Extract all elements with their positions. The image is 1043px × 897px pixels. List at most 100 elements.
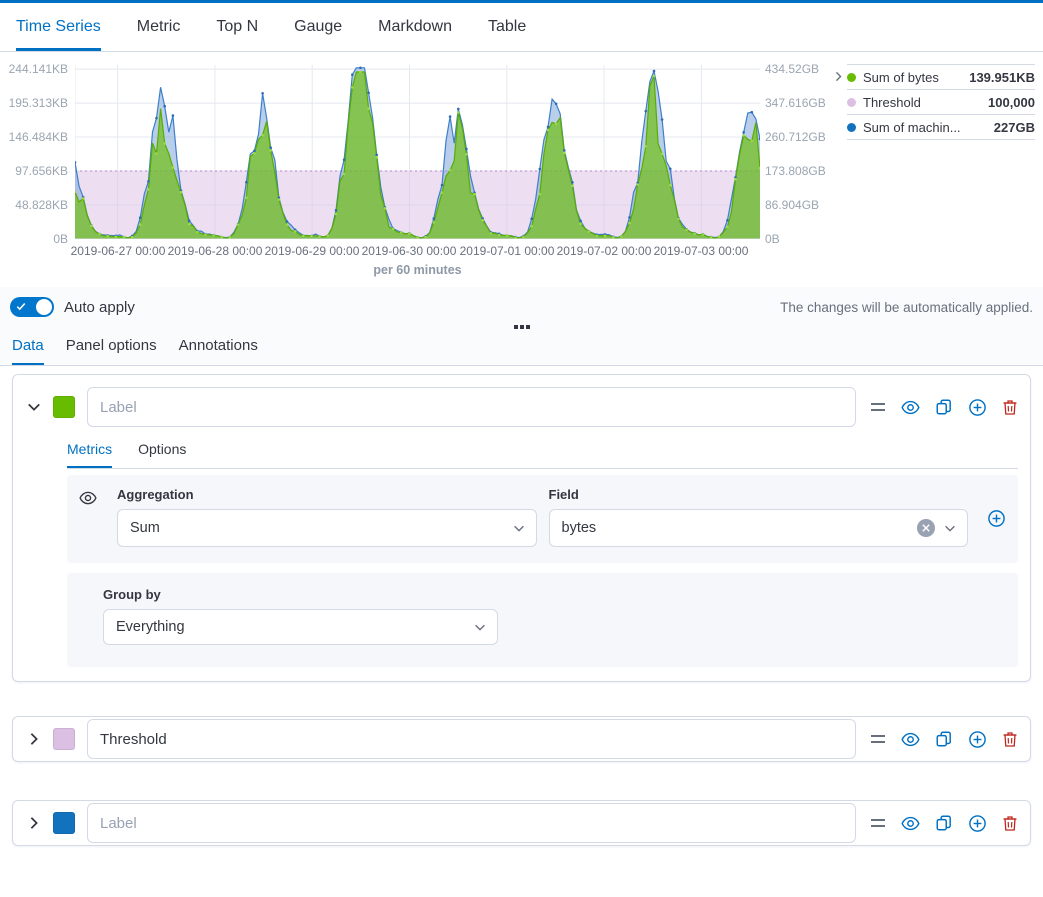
drag-handle[interactable] <box>870 402 886 412</box>
right-axis-tick: 0B <box>765 232 780 246</box>
series-color-swatch[interactable] <box>53 728 75 750</box>
series-actions <box>870 814 1018 833</box>
clone-series-button[interactable] <box>935 398 953 416</box>
chevron-right-icon <box>27 816 41 830</box>
tab-metric[interactable]: Metric <box>137 3 181 51</box>
series-color-swatch[interactable] <box>53 812 75 834</box>
right-axis-tick: 434.52GB <box>765 62 819 76</box>
add-series-button[interactable] <box>968 814 987 833</box>
trash-icon <box>1002 730 1018 748</box>
legend-value: 139.951KB <box>969 70 1035 85</box>
clone-series-button[interactable] <box>935 730 953 748</box>
legend-value: 100,000 <box>988 95 1035 110</box>
group-by-label: Group by <box>103 587 1006 602</box>
chart-legend: Sum of bytes 139.951KB Threshold 100,000… <box>847 64 1035 140</box>
plus-circle-icon <box>987 509 1006 528</box>
panel-resize-handle[interactable] <box>0 317 1043 331</box>
tab-gauge[interactable]: Gauge <box>294 3 342 51</box>
tab-metrics[interactable]: Metrics <box>67 441 112 468</box>
tab-data[interactable]: Data <box>12 337 44 365</box>
tab-top-n[interactable]: Top N <box>216 3 258 51</box>
x-axis-tick: 2019-07-03 00:00 <box>636 244 766 258</box>
add-series-button[interactable] <box>968 398 987 417</box>
series-actions <box>870 730 1018 749</box>
close-icon <box>922 524 930 532</box>
aggregation-label: Aggregation <box>117 487 537 502</box>
plus-circle-icon <box>968 730 987 749</box>
left-axis-tick: 146.484KB <box>0 130 68 144</box>
drag-handle-icon <box>870 402 886 412</box>
aggregation-row: Aggregation Sum Field bytes <box>67 475 1018 563</box>
series-label-input[interactable] <box>87 719 856 759</box>
chevron-right-icon <box>833 71 844 82</box>
legend-color-dot <box>847 98 856 107</box>
add-series-button[interactable] <box>968 730 987 749</box>
aggregation-select[interactable]: Sum <box>117 509 537 547</box>
legend-color-dot <box>847 73 856 82</box>
chevron-down-icon <box>512 521 526 535</box>
auto-apply-label: Auto apply <box>64 299 135 316</box>
toggle-series-visibility-button[interactable] <box>901 398 920 417</box>
field-select[interactable]: bytes <box>549 509 969 547</box>
tab-annotations[interactable]: Annotations <box>179 337 258 365</box>
check-icon <box>16 301 26 311</box>
auto-apply-toggle[interactable] <box>10 297 54 317</box>
group-by-select[interactable]: Everything <box>103 609 498 645</box>
series-label-input[interactable] <box>87 387 856 427</box>
legend-label: Threshold <box>863 95 981 110</box>
delete-series-button[interactable] <box>1002 730 1018 748</box>
copy-icon <box>935 398 953 416</box>
editor-tabs-bar: Data Panel options Annotations <box>0 331 1043 365</box>
trash-icon <box>1002 814 1018 832</box>
series-actions <box>870 398 1018 417</box>
chevron-down-icon <box>473 620 487 634</box>
plus-circle-icon <box>968 398 987 417</box>
metric-visibility-toggle[interactable] <box>79 489 97 507</box>
drag-handle[interactable] <box>870 734 886 744</box>
copy-icon <box>935 730 953 748</box>
left-axis-tick: 48.828KB <box>0 198 68 212</box>
legend-item[interactable]: Sum of machin... 227GB <box>847 114 1035 139</box>
interval-label: per 60 minutes <box>75 263 760 277</box>
eye-icon <box>901 814 920 833</box>
metric-tabs-bar: Metrics Options <box>67 441 1018 469</box>
legend-value: 227GB <box>994 120 1035 135</box>
legend-item[interactable]: Threshold 100,000 <box>847 89 1035 114</box>
toggle-series-visibility-button[interactable] <box>901 814 920 833</box>
series-card: Metrics Options Aggregation Sum <box>12 374 1031 682</box>
tab-table[interactable]: Table <box>488 3 526 51</box>
tab-time-series[interactable]: Time Series <box>16 3 101 51</box>
trash-icon <box>1002 398 1018 416</box>
delete-series-button[interactable] <box>1002 398 1018 416</box>
series-card <box>12 716 1031 762</box>
legend-color-dot <box>847 123 856 132</box>
tab-markdown[interactable]: Markdown <box>378 3 452 51</box>
expand-series-button[interactable] <box>27 732 53 746</box>
drag-handle-icon <box>870 818 886 828</box>
series-label-input[interactable] <box>87 803 856 843</box>
tab-options[interactable]: Options <box>138 441 186 468</box>
left-axis-tick: 244.141KB <box>0 62 68 76</box>
field-label: Field <box>549 487 969 502</box>
series-card <box>12 800 1031 846</box>
drag-handle[interactable] <box>870 818 886 828</box>
right-axis-tick: 260.712GB <box>765 130 826 144</box>
clear-field-button[interactable] <box>917 519 935 537</box>
expand-series-button[interactable] <box>27 816 53 830</box>
eye-icon <box>79 489 97 507</box>
legend-collapse-button[interactable] <box>831 68 846 87</box>
clone-series-button[interactable] <box>935 814 953 832</box>
eye-icon <box>901 730 920 749</box>
group-by-value: Everything <box>116 619 473 635</box>
legend-label: Sum of bytes <box>863 70 962 85</box>
toggle-series-visibility-button[interactable] <box>901 730 920 749</box>
delete-series-button[interactable] <box>1002 814 1018 832</box>
preview-chart-section: 244.141KB434.52GB195.313KB347.616GB146.4… <box>0 52 1043 287</box>
tab-panel-options[interactable]: Panel options <box>66 337 157 365</box>
add-metric-button[interactable] <box>987 489 1006 547</box>
legend-item[interactable]: Sum of bytes 139.951KB <box>847 64 1035 89</box>
series-color-swatch[interactable] <box>53 396 75 418</box>
collapse-series-button[interactable] <box>27 400 53 414</box>
toggle-knob <box>36 299 52 315</box>
series-cards: Metrics Options Aggregation Sum <box>0 366 1043 897</box>
